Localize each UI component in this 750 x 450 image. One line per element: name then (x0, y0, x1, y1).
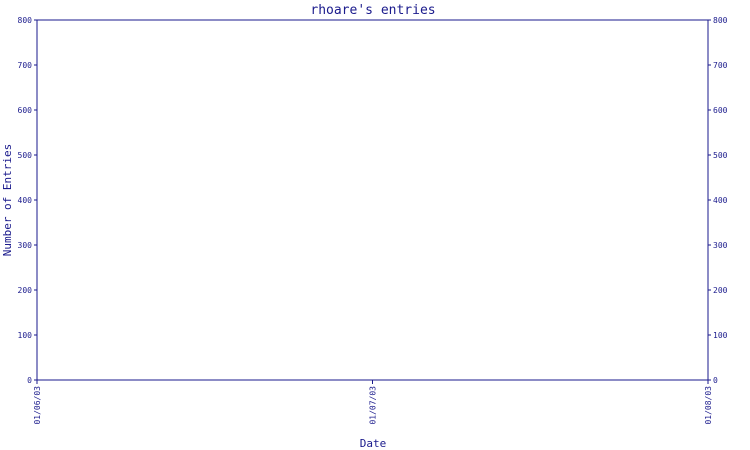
right-y-tick-label: 700 (713, 61, 728, 70)
right-y-tick-label: 300 (713, 241, 728, 250)
left-y-tick-label: 200 (18, 286, 33, 295)
left-y-tick-label: 300 (18, 241, 33, 250)
right-y-tick-label: 500 (713, 151, 728, 160)
left-y-tick-label: 0 (27, 376, 32, 385)
right-y-axis: 0 100 200 300 400 500 600 700 800 (708, 16, 728, 385)
right-y-tick-label: 400 (713, 196, 728, 205)
left-y-axis: 0 100 200 300 400 500 600 700 800 (18, 16, 37, 385)
x-axis: 01/06/03 01/07/03 01/08/03 (33, 380, 713, 425)
left-y-tick-label: 500 (18, 151, 33, 160)
x-tick-label: 01/08/03 (704, 386, 713, 425)
left-y-tick-label: 400 (18, 196, 33, 205)
right-y-tick-label: 600 (713, 106, 728, 115)
left-y-tick-label: 100 (18, 331, 33, 340)
left-y-tick-label: 600 (18, 106, 33, 115)
chart-title: rhoare's entries (310, 3, 435, 18)
x-tick-label: 01/06/03 (33, 386, 42, 425)
right-y-tick-label: 200 (713, 286, 728, 295)
right-y-tick-label: 100 (713, 331, 728, 340)
left-y-tick-label: 800 (18, 16, 33, 25)
right-y-tick-label: 0 (713, 376, 718, 385)
right-y-tick-label: 800 (713, 16, 728, 25)
left-y-tick-label: 700 (18, 61, 33, 70)
x-axis-title: Date (360, 437, 387, 450)
x-tick-label: 01/07/03 (369, 386, 378, 425)
y-axis-title: Number of Entries (1, 144, 14, 257)
